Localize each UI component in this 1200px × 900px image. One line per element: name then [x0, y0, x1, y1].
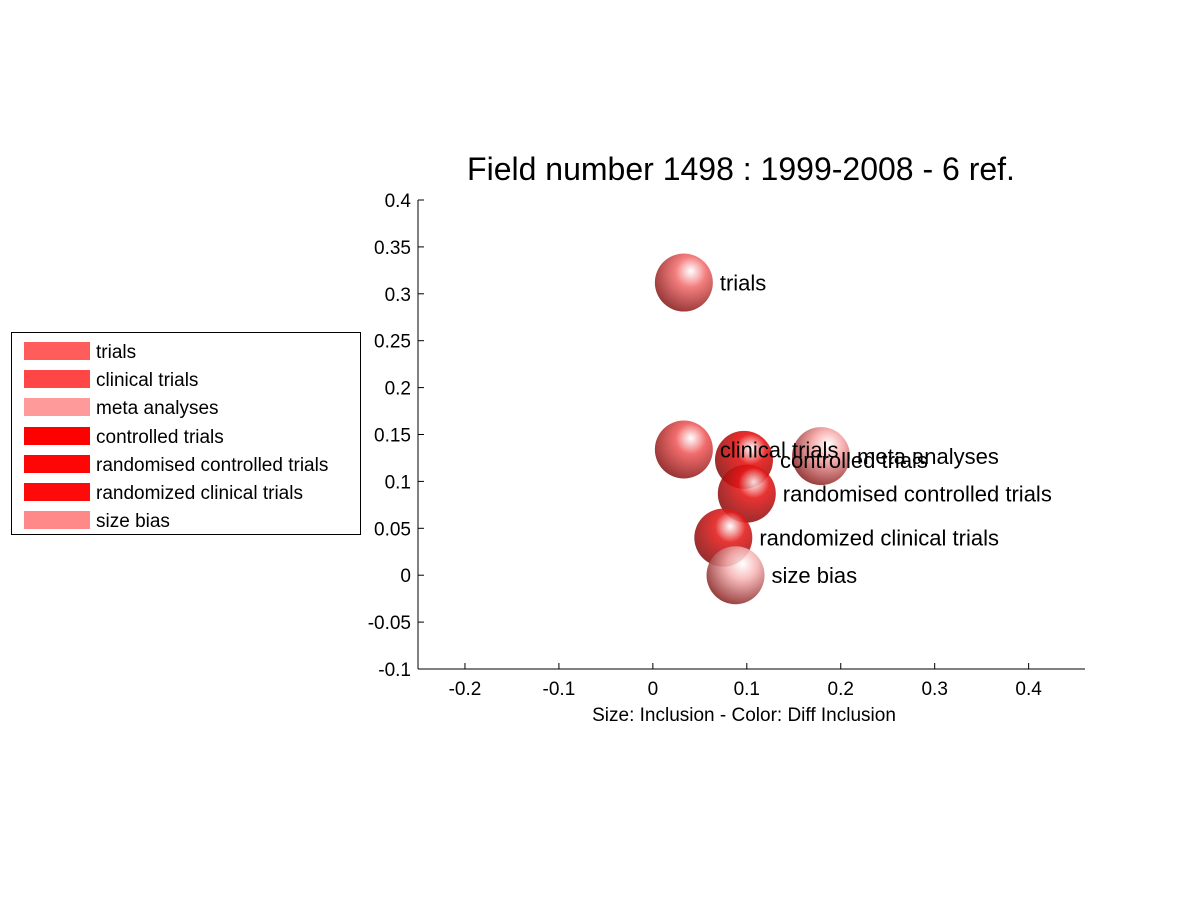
y-tick-label: 0.35 — [374, 238, 411, 259]
x-tick-label: 0.3 — [921, 679, 947, 700]
bubble-label: randomized clinical trials — [759, 526, 999, 551]
legend-swatch — [24, 454, 90, 473]
y-tick-label: 0.4 — [385, 191, 412, 212]
bubble-label: trials — [720, 271, 766, 296]
bubbles — [654, 253, 851, 605]
legend-swatch — [24, 370, 90, 389]
legend-swatch — [24, 398, 90, 417]
x-tick-label: 0.1 — [734, 679, 760, 700]
bubble — [654, 420, 713, 479]
bubble-label: controlled trials — [780, 448, 928, 473]
x-tick-label: 0 — [648, 679, 659, 700]
y-tick-label: 0.15 — [374, 426, 411, 447]
legend-label: clinical trials — [96, 370, 199, 392]
bubble — [792, 427, 851, 486]
bubble-label: meta analyses — [857, 444, 999, 469]
bubble-labels: trials clinical trials meta analysescontro… — [720, 271, 1052, 589]
bubble-label: size bias — [772, 563, 858, 588]
y-tick-label: 0.3 — [385, 285, 411, 306]
bubble-label: clinical trials — [720, 438, 839, 463]
x-tick-label: 0.4 — [1015, 679, 1042, 700]
y-tick-label: 0.25 — [374, 332, 411, 353]
y-tick-label: 0.1 — [385, 472, 411, 493]
y-tick-label: 0.2 — [385, 379, 411, 400]
legend-swatch — [24, 342, 90, 360]
x-axis-label: Size: Inclusion - Color: Diff Inclusion — [592, 705, 896, 726]
y-tick-label: 0.05 — [374, 519, 411, 540]
legend-swatch — [24, 426, 90, 445]
legend: trials clinical trials meta analyses contro… — [11, 332, 361, 535]
legend-label: controlled trials — [96, 426, 224, 448]
bubble — [706, 546, 765, 605]
y-axis-ticks: -0.1 -0.05 0 0.05 0.1 0.15 0.2 0.25 0.3 0.35 0.4 — [368, 191, 424, 681]
x-tick-label: -0.2 — [449, 679, 482, 700]
y-tick-label: 0 — [400, 566, 411, 587]
legend-label: trials — [96, 342, 137, 363]
y-tick-label: -0.05 — [368, 613, 411, 634]
y-tick-label: -0.1 — [378, 660, 411, 681]
legend-label: size bias — [96, 511, 170, 533]
bubble — [654, 253, 713, 312]
x-axis-ticks: -0.2 -0.1 0 0.1 0.2 0.3 0.4 — [449, 663, 1042, 700]
legend-label: randomized clinical trials — [96, 483, 303, 504]
legend-label: meta analyses — [96, 398, 219, 420]
x-tick-label: -0.1 — [543, 679, 576, 700]
chart-title: Field number 1498 : 1999-2008 - 6 ref. — [467, 151, 1015, 187]
legend-label: randomised controlled trials — [96, 454, 329, 476]
legend-swatch — [24, 511, 90, 530]
legend-swatch — [24, 483, 90, 501]
bubble — [717, 464, 776, 523]
x-tick-label: 0.2 — [828, 679, 854, 700]
bubble-label: randomised controlled trials — [783, 482, 1052, 507]
